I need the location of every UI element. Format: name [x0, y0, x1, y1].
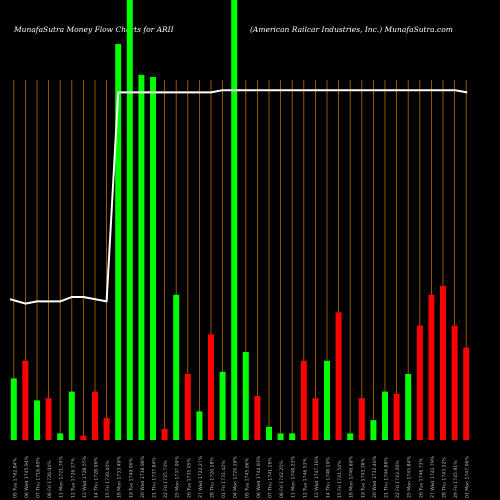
x-tick-label: 06 Wed 1745.94%: [24, 455, 30, 498]
money-flow-bar: [358, 398, 365, 440]
x-tick-label: 13 Wed 1728.55%: [82, 455, 88, 498]
money-flow-bar: [103, 418, 110, 440]
money-flow-bar: [138, 74, 145, 441]
money-flow-bar: [173, 294, 180, 440]
x-tick-label: 18 Mon 1746.69%: [349, 456, 355, 498]
money-flow-bar: [300, 360, 307, 440]
money-flow-bar: [382, 391, 388, 440]
x-tick-label: 26 Tue 1746.73%: [418, 457, 424, 498]
x-tick-label: 27 Wed 1722.27%: [198, 455, 204, 498]
money-flow-bar: [405, 374, 412, 440]
x-tick-label: 14 Thu 1728.06%: [94, 457, 100, 498]
x-tick-label: 20 Wed 1738.98%: [140, 455, 146, 498]
money-flow-bar: [45, 398, 52, 440]
money-flow-bar: [428, 294, 435, 440]
money-flow-bar: [416, 325, 423, 440]
money-flow-bar: [34, 400, 40, 440]
money-flow-bar: [242, 352, 249, 440]
x-tick-label: 15 Fri 1730.44%: [105, 460, 111, 498]
money-flow-bar: [161, 429, 168, 440]
x-tick-label: 29 Fri 1745.91%: [453, 460, 459, 498]
money-flow-bar: [370, 420, 377, 440]
x-tick-label: 08 Fri 1742.25%: [279, 460, 285, 498]
money-flow-bar: [150, 77, 156, 440]
x-tick-label: 11 Mon 1748.23%: [291, 456, 297, 498]
x-tick-label: 19 Tue 1743.38%: [360, 457, 366, 498]
money-flow-bar: [393, 393, 400, 440]
x-tick-label: 19 Tue 1749.00%: [128, 457, 134, 498]
money-flow-bar: [277, 433, 284, 440]
x-tick-label: 25 Mon 1737.09%: [175, 456, 181, 498]
price-line: [9, 89, 468, 305]
money-flow-bar: [80, 435, 87, 440]
money-flow-bar: [463, 347, 470, 440]
x-tick-label: 22 Fri 1725.73%: [163, 460, 169, 498]
x-tick-label: 04 Mon 1726.19%: [233, 456, 239, 498]
x-tick-label: 18 Mon 1733.49%: [117, 456, 123, 498]
money-flow-bar: [289, 433, 296, 440]
money-flow-bar: [126, 0, 133, 440]
money-flow-bar: [208, 334, 214, 440]
money-flow-bar: [335, 312, 342, 440]
x-tick-label: 28 Thu 1726.18%: [210, 457, 216, 498]
money-flow-bar: [115, 44, 122, 440]
money-flow-bar: [324, 360, 330, 440]
money-flow-bar: [10, 378, 17, 440]
x-tick-label: 15 Fri 1741.54%: [337, 460, 343, 498]
x-tick-label: 07 Thu 1741.16%: [268, 457, 274, 498]
money-flow-bar: [68, 391, 75, 440]
x-tick-label: 12 Tue 1746.53%: [302, 457, 308, 498]
x-tick-label: 21 Thu 1737.84%: [152, 457, 158, 498]
x-tick-label: 22 Fri 1743.26%: [395, 460, 401, 498]
money-flow-bar: [347, 433, 354, 440]
x-tick-label: 11 Mon 1721.70%: [59, 456, 65, 498]
x-tick-label: 08 Fri 1726.04%: [47, 460, 53, 498]
money-flow-bar: [440, 286, 446, 440]
x-tick-label: 07 Thu 1718.60%: [36, 457, 42, 498]
money-flow-bar: [254, 396, 261, 440]
money-flow-bar: [22, 360, 29, 440]
money-flow-bar: [184, 374, 191, 440]
x-tick-label: 21 Thu 1744.86%: [384, 457, 390, 498]
x-tick-label: 13 Wed 1747.16%: [314, 455, 320, 498]
money-flow-bar: [219, 371, 226, 440]
x-tick-label: 06 Wed 1744.93%: [256, 455, 262, 498]
money-flow-bar: [196, 411, 203, 440]
x-tick-label: 05 Tue 1762.84%: [12, 457, 18, 498]
x-tick-label: 28 Thu 1743.32%: [442, 457, 448, 498]
money-flow-bar: [92, 391, 98, 440]
chart-title: MunafaSutra Money Flow Charts for ARII: [14, 25, 174, 34]
money-flow-bar: [231, 0, 238, 440]
x-tick-label: 14 Thu 1748.19%: [326, 457, 332, 498]
money-flow-bar: [266, 426, 272, 440]
x-tick-label: 26 Tue 1735.05%: [186, 457, 192, 498]
money-flow-bar: [451, 325, 458, 440]
company-name: (American Railcar Industries, Inc.) Muna…: [250, 25, 453, 34]
x-tick-label: 27 Wed 1741.79%: [430, 455, 436, 498]
x-tick-label: 20 Wed 1732.46%: [372, 455, 378, 498]
money-flow-bar: [312, 398, 319, 440]
x-tick-label: 01 Mon 1747.06%: [465, 456, 471, 498]
x-tick-label: 25 Mon 1745.84%: [407, 456, 413, 498]
money-flow-bar: [57, 433, 64, 440]
x-tick-label: 12 Tue 1726.37%: [70, 457, 76, 498]
x-tick-label: 01 Fri 1731.42%: [221, 460, 227, 498]
x-tick-label: 05 Tue 1745.06%: [244, 457, 250, 498]
